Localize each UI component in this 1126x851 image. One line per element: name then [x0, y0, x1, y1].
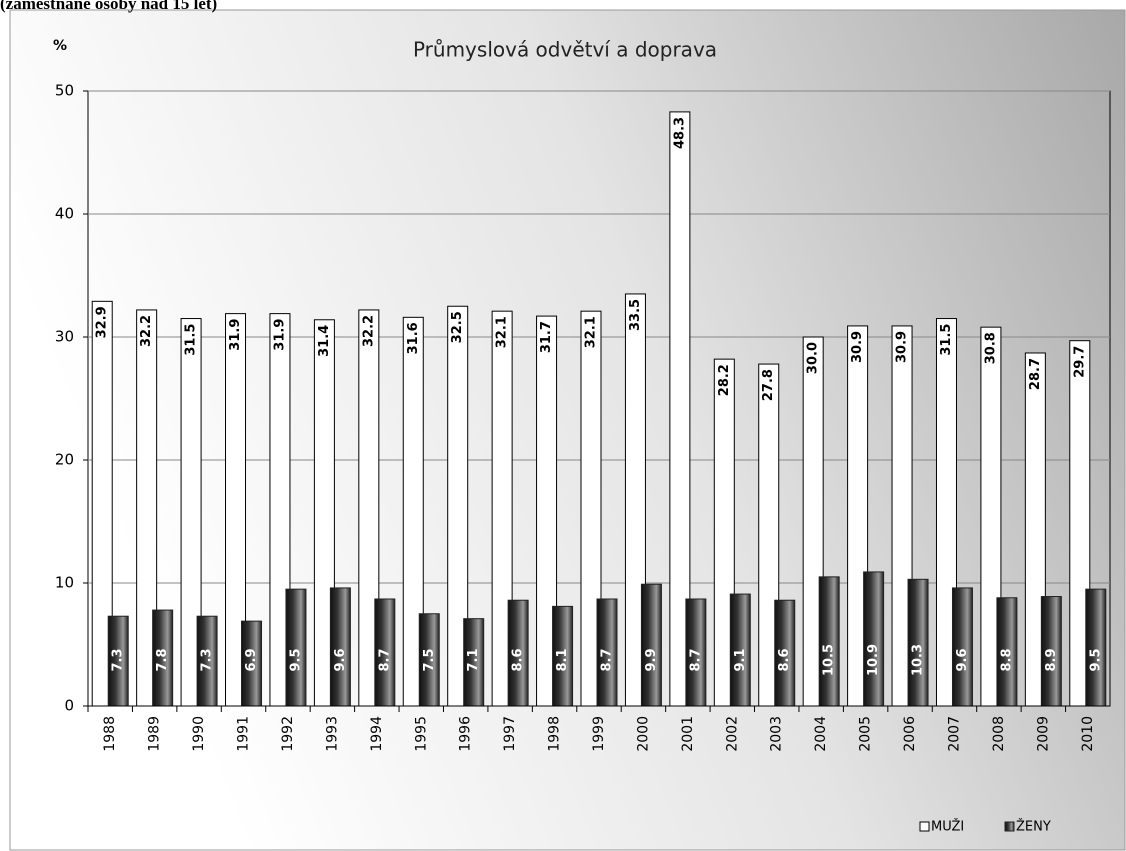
y-tick-label: 30: [55, 328, 74, 346]
x-tick-label: 1999: [591, 716, 607, 752]
data-label: 31.9: [228, 319, 243, 351]
x-tick-label: 1998: [547, 716, 563, 752]
data-label: 30.0: [806, 342, 821, 374]
x-tick-label: 2004: [813, 716, 829, 752]
legend-label: MUŽI: [931, 819, 964, 835]
bar: [640, 583, 662, 707]
data-label: 7.8: [155, 648, 170, 671]
x-tick-label: 2003: [769, 716, 785, 752]
data-label: 8.1: [555, 648, 570, 671]
heading: (zaměstnané osoby nad 15 let): [0, 0, 217, 13]
data-label: 7.5: [422, 648, 437, 671]
x-tick-label: 1991: [236, 716, 252, 752]
data-label: 31.4: [317, 325, 332, 357]
data-label: 32.1: [495, 316, 510, 348]
data-label: 9.5: [1088, 648, 1103, 671]
data-label: 8.7: [600, 648, 615, 671]
chart-title: Průmyslová odvětví a doprava: [413, 38, 717, 62]
x-tick-label: 1989: [147, 716, 163, 752]
data-label: 8.6: [777, 648, 792, 671]
data-label: 8.6: [511, 648, 526, 671]
data-label: 7.1: [466, 648, 481, 671]
data-label: 31.6: [406, 322, 421, 354]
data-label: 10.3: [911, 644, 926, 676]
data-label: 6.9: [244, 648, 259, 671]
x-tick-label: 1993: [324, 716, 340, 752]
x-tick-label: 1988: [102, 716, 118, 752]
bar: [863, 571, 885, 707]
x-tick-label: 1994: [369, 716, 385, 752]
data-label: 32.9: [95, 306, 110, 338]
x-tick-label: 2000: [635, 716, 651, 752]
data-label: 30.8: [983, 332, 998, 364]
data-label: 32.5: [450, 311, 465, 343]
data-label: 10.9: [866, 644, 881, 676]
legend-label: ŽENY: [1016, 819, 1051, 835]
x-tick-label: 1990: [191, 716, 207, 752]
data-label: 8.7: [377, 648, 392, 671]
y-axis-label: %: [53, 38, 67, 54]
bar: [1085, 588, 1107, 707]
data-label: 31.9: [272, 319, 287, 351]
bar: [329, 587, 351, 707]
x-tick-label: 2002: [724, 716, 740, 752]
data-label: 9.6: [333, 648, 348, 671]
y-tick-label: 40: [55, 205, 74, 223]
data-label: 8.8: [999, 648, 1014, 671]
x-tick-label: 1997: [502, 716, 518, 752]
data-label: 9.9: [644, 648, 659, 671]
data-label: 30.9: [895, 331, 910, 363]
data-label: 32.2: [139, 315, 154, 347]
x-tick-label: 2007: [946, 716, 962, 752]
data-label: 8.9: [1044, 648, 1059, 671]
x-tick-label: 1995: [413, 716, 429, 752]
x-tick-label: 2009: [1035, 716, 1051, 752]
data-label: 28.2: [717, 364, 732, 396]
y-tick-label: 10: [55, 574, 74, 592]
bar: [951, 587, 973, 707]
x-tick-label: 2010: [1080, 716, 1096, 752]
data-label: 31.5: [184, 324, 199, 356]
x-tick-label: 1992: [280, 716, 296, 752]
data-label: 9.1: [733, 648, 748, 671]
data-label: 7.3: [111, 648, 126, 671]
data-label: 27.8: [761, 369, 776, 401]
data-label: 30.9: [850, 331, 865, 363]
data-label: 7.3: [200, 648, 215, 671]
data-label: 31.7: [539, 321, 554, 353]
legend-swatch: [1004, 821, 1015, 832]
x-tick-label: 1996: [458, 716, 474, 752]
legend-swatch: [919, 821, 930, 832]
data-label: 28.7: [1028, 358, 1043, 390]
y-tick-label: 20: [55, 451, 74, 469]
data-label: 33.5: [628, 299, 643, 331]
data-label: 32.1: [584, 316, 599, 348]
x-tick-label: 2005: [858, 716, 874, 752]
data-label: 48.3: [672, 117, 687, 149]
bar: [818, 576, 840, 707]
data-label: 9.5: [288, 648, 303, 671]
x-tick-label: 2006: [902, 716, 918, 752]
data-label: 10.5: [822, 644, 837, 676]
data-label: 9.6: [955, 648, 970, 671]
data-label: 8.7: [688, 648, 703, 671]
x-tick-label: 2001: [680, 716, 696, 752]
data-label: 31.5: [939, 324, 954, 356]
x-tick-label: 2008: [991, 716, 1007, 752]
y-tick-label: 50: [55, 82, 74, 100]
bar: [285, 588, 307, 707]
y-tick-label: 0: [64, 697, 74, 715]
bar: [907, 578, 929, 707]
data-label: 32.2: [361, 315, 376, 347]
data-label: 29.7: [1072, 346, 1087, 378]
